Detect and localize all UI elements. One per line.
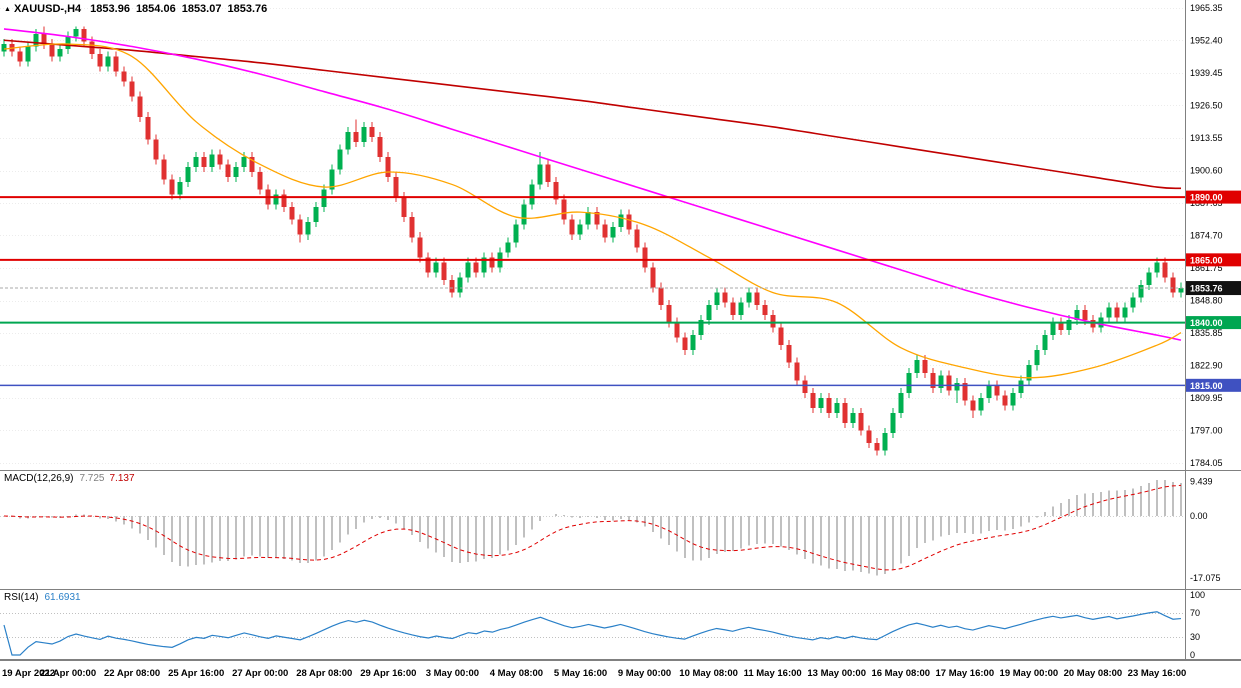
main-chart-panel: 1965.35 1952.40 1939.45 1926.50 1913.55 1900.… <box>0 0 1241 470</box>
time-axis-label: 21 Apr 00:00 <box>39 668 97 679</box>
current-price-badge <box>1186 281 1241 296</box>
price-tick-label: 1913.55 <box>1190 133 1223 143</box>
time-axis-label: 16 May 08:00 <box>871 668 931 679</box>
ohlc-close: 1853.76 <box>227 3 268 15</box>
price-level-badge-label: 1815.00 <box>1190 381 1223 391</box>
macd-signal-value: 7.137 <box>109 473 135 484</box>
macd-canvas[interactable]: 9.439 0.00 -17.075 <box>0 470 1241 589</box>
rsi-name: RSI(14) <box>4 592 39 603</box>
macd-tick-label: -17.075 <box>1190 573 1221 583</box>
price-level-badge <box>1186 190 1241 204</box>
price-grid <box>0 8 1185 464</box>
candles-layer <box>1 26 1184 456</box>
time-axis-label: 17 May 16:00 <box>935 668 995 679</box>
time-axis-label: 22 Apr 08:00 <box>104 668 161 679</box>
rsi-canvas[interactable]: 100 70 30 0 <box>0 589 1241 660</box>
rsi-label: RSI(14) 61.6931 <box>4 592 81 603</box>
chart-ohlc-label: ▲ XAUUSD-,H4 1853.96 1854.06 1853.07 1853.76 <box>4 3 273 15</box>
time-axis-label: 29 Apr 16:00 <box>360 668 417 679</box>
price-tick-label: 1874.70 <box>1190 231 1223 241</box>
ohlc-open: 1853.96 <box>90 3 130 15</box>
time-axis-label: 19 Apr 2022 <box>2 668 55 679</box>
price-tick-label: 1784.05 <box>1190 458 1223 468</box>
price-level-badge <box>1186 253 1241 267</box>
rsi-line <box>3 611 1182 656</box>
time-axis-label: 11 May 16:00 <box>743 668 802 679</box>
macd-indicator-panel: 9.439 0.00 -17.075 MACD(12,26,9) 7.725 7.137 <box>0 470 1241 589</box>
macd-name: MACD(12,26,9) <box>4 473 74 484</box>
macd-label: MACD(12,26,9) 7.725 7.137 <box>4 473 135 484</box>
price-level-badge-label: 1890.00 <box>1190 193 1223 203</box>
price-tick-label: 1900.60 <box>1190 166 1223 176</box>
current-price-badge-label: 1853.76 <box>1190 284 1223 294</box>
price-axis[interactable]: 1965.35 1952.40 1939.45 1926.50 1913.55 1900.… <box>1185 0 1241 470</box>
time-axis-label: 23 May 16:00 <box>1127 668 1187 679</box>
ma-fast-line <box>3 43 1182 379</box>
macd-tick-label: 9.439 <box>1190 477 1213 487</box>
time-axis[interactable]: 19 Apr 2022 21 Apr 00:00 22 Apr 08:00 25 Ap… <box>0 660 1241 688</box>
price-tick-label: 1926.50 <box>1190 101 1223 111</box>
price-level-badge <box>1186 316 1241 330</box>
price-tick-label: 1848.80 <box>1190 296 1223 306</box>
time-axis-label: 19 May 00:00 <box>999 668 1059 679</box>
price-tick-label: 1797.00 <box>1190 426 1223 436</box>
price-level-badge <box>1186 378 1241 392</box>
price-tick-label: 1965.35 <box>1190 3 1223 13</box>
symbol-period-label: XAUUSD-,H4 <box>13 3 82 15</box>
time-axis-label: 5 May 16:00 <box>553 668 608 679</box>
price-tick-label: 1861.75 <box>1190 263 1223 273</box>
time-axis-label: 3 May 00:00 <box>425 668 480 679</box>
time-axis-label: 28 Apr 08:00 <box>296 668 353 679</box>
time-axis-label: 25 Apr 16:00 <box>168 668 225 679</box>
price-level-badge-label: 1840.00 <box>1190 318 1223 328</box>
rsi-indicator-panel: 100 70 30 0 RSI(14) 61.6931 <box>0 589 1241 660</box>
rsi-tick-label: 70 <box>1190 608 1200 618</box>
time-axis-label: 13 May 00:00 <box>807 668 866 679</box>
macd-signal-line <box>3 484 1182 571</box>
price-level-badge-label: 1865.00 <box>1190 255 1223 265</box>
price-tick-label: 1822.90 <box>1190 361 1223 371</box>
macd-main-value: 7.725 <box>79 473 105 484</box>
rsi-tick-label: 30 <box>1190 632 1200 642</box>
main-chart-canvas[interactable]: 1965.35 1952.40 1939.45 1926.50 1913.55 1900.… <box>0 0 1241 470</box>
time-axis-label: 4 May 08:00 <box>489 668 544 679</box>
macd-histogram <box>11 479 1182 576</box>
macd-tick-label: 0.00 <box>1190 511 1208 521</box>
price-tick-label: 1835.85 <box>1190 328 1223 338</box>
time-axis-label: 20 May 08:00 <box>1063 668 1123 679</box>
price-tick-label: 1809.95 <box>1190 393 1223 403</box>
ohlc-low: 1853.07 <box>181 3 222 15</box>
rsi-tick-label: 0 <box>1190 650 1195 660</box>
ma-mid-line <box>3 28 1182 341</box>
rsi-tick-label: 100 <box>1190 590 1205 600</box>
symbol-marker-icon: ▲ <box>4 6 11 13</box>
time-axis-label: 27 Apr 00:00 <box>232 668 289 679</box>
time-axis-label: 10 May 08:00 <box>679 668 738 679</box>
price-tick-label: 1939.45 <box>1190 68 1223 78</box>
ma-slow-line <box>3 39 1182 190</box>
time-axis-label: 9 May 00:00 <box>617 668 672 679</box>
rsi-value: 61.6931 <box>44 592 81 603</box>
price-tick-label: 1952.40 <box>1190 36 1223 46</box>
ohlc-high: 1854.06 <box>135 3 176 15</box>
